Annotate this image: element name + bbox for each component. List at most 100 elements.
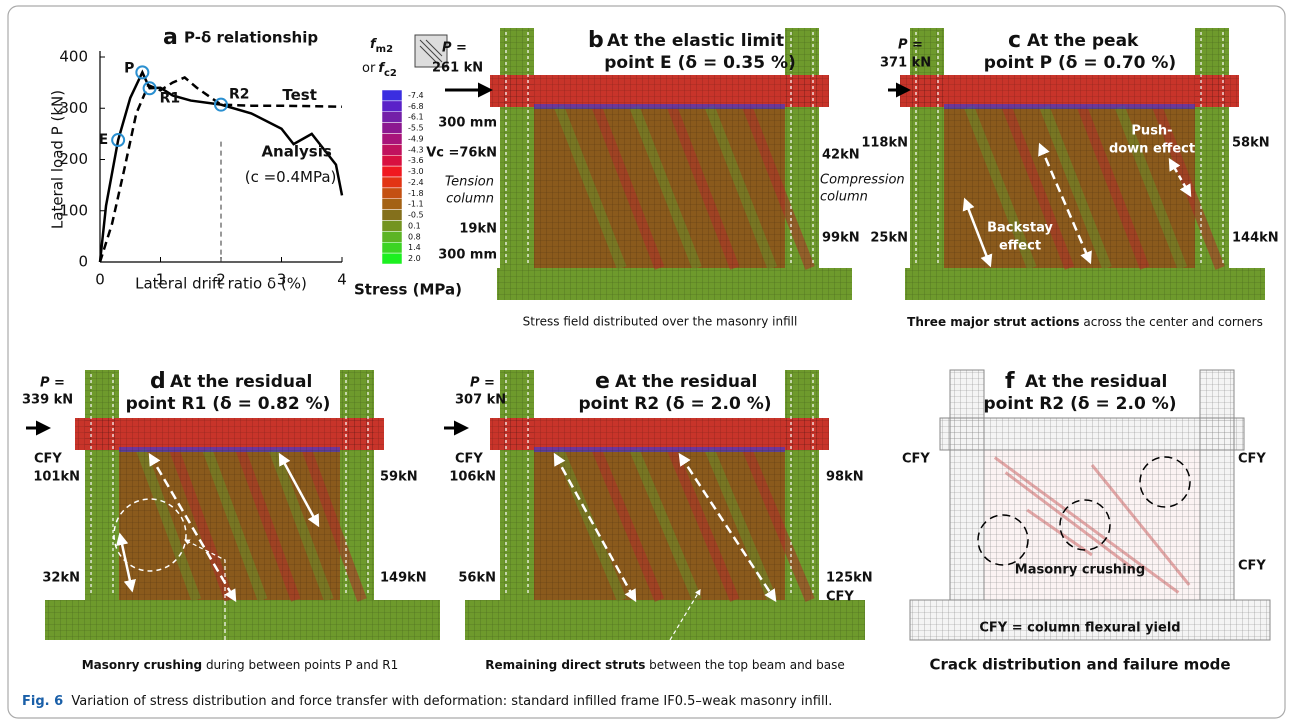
colorbar-label: -1.8 bbox=[408, 189, 424, 198]
panel-letter: f bbox=[1005, 369, 1015, 394]
colorbar-label: -4.9 bbox=[408, 134, 424, 143]
colorbar-label: 1.4 bbox=[408, 243, 421, 252]
colorbar-label: -3.6 bbox=[408, 156, 424, 165]
figure-label: Fig. 6 bbox=[22, 694, 63, 709]
y-tick-label: 400 bbox=[59, 48, 88, 66]
shear-force: 56kN bbox=[458, 571, 496, 586]
shear-force: 149kN bbox=[380, 571, 427, 586]
y-tick-label: 0 bbox=[78, 253, 88, 271]
colorbar-label: -4.3 bbox=[408, 145, 424, 154]
fe-mesh bbox=[905, 268, 1265, 300]
x-tick-label: 0 bbox=[95, 271, 105, 289]
load-label: P = bbox=[470, 376, 495, 391]
shear-force: 19kN bbox=[459, 222, 497, 237]
panel-letter: e bbox=[595, 369, 610, 394]
cfy-label: CFY bbox=[455, 452, 483, 467]
cfy-label: CFY bbox=[1238, 559, 1266, 574]
caption-bold: Masonry crushing bbox=[82, 658, 202, 672]
fe-mesh bbox=[85, 370, 119, 600]
fe-mesh bbox=[465, 600, 865, 640]
panel-letter: c bbox=[1008, 28, 1021, 53]
shear-force: 98kN bbox=[826, 470, 864, 485]
fe-mesh bbox=[984, 450, 1200, 600]
colorbar-label: -6.8 bbox=[408, 102, 424, 111]
point-label: P bbox=[124, 60, 134, 76]
panel-title: point R2 (δ = 2.0 %) bbox=[983, 394, 1176, 414]
shear-force: Vc =76kN bbox=[426, 146, 497, 161]
colorbar-label: 2.0 bbox=[408, 254, 421, 263]
panel-caption: Three major strut actions across the cen… bbox=[907, 315, 1263, 329]
point-label: E bbox=[99, 132, 109, 148]
fe-mesh bbox=[534, 450, 785, 600]
colorbar-swatch bbox=[382, 123, 402, 134]
colorbar-swatch bbox=[382, 188, 402, 199]
effect-label: down effect bbox=[1109, 142, 1195, 157]
shear-force: 106kN bbox=[449, 470, 496, 485]
panel-title: point E (δ = 0.35 %) bbox=[604, 53, 796, 73]
panel-title: At the residual bbox=[1025, 372, 1167, 392]
point-label: R1 bbox=[160, 90, 181, 106]
colorbar-label: -5.5 bbox=[408, 124, 424, 133]
shear-force: 125kN bbox=[826, 571, 873, 586]
annotation: Masonry crushing bbox=[1015, 563, 1145, 578]
fe-mesh bbox=[45, 600, 440, 640]
icon-or: or bbox=[362, 61, 376, 76]
load-value: 261 kN bbox=[432, 61, 483, 76]
load-label: P = bbox=[898, 38, 923, 53]
panel-letter: b bbox=[588, 28, 604, 53]
cfy-label: CFY bbox=[34, 452, 62, 467]
panel-title: At the elastic limit bbox=[607, 31, 784, 51]
figure: aP-δ relationship010020030040001234Later… bbox=[0, 0, 1293, 724]
fe-mesh bbox=[490, 75, 829, 107]
series-label: Test bbox=[282, 86, 317, 104]
shear-force: 25kN bbox=[870, 231, 908, 246]
colorbar-label: -0.5 bbox=[408, 211, 424, 220]
dimension: 300 mm bbox=[438, 116, 497, 131]
column-label: Compression bbox=[820, 173, 905, 188]
caption-text: across the center and corners bbox=[1080, 315, 1263, 329]
fe-mesh bbox=[1200, 370, 1234, 600]
series-label: Analysis bbox=[261, 142, 331, 160]
shear-force: 101kN bbox=[33, 470, 80, 485]
panel-letter: d bbox=[150, 369, 166, 394]
point-label: R2 bbox=[229, 87, 250, 103]
panel-title: At the residual bbox=[615, 372, 757, 392]
load-value: 339 kN bbox=[22, 393, 73, 408]
panel-letter: a bbox=[163, 25, 178, 50]
y-axis-label: Lateral load P (kN) bbox=[49, 90, 67, 229]
colorbar-title: Stress (MPa) bbox=[354, 281, 462, 299]
caption-text: between the top beam and base bbox=[645, 658, 844, 672]
fe-mesh bbox=[785, 370, 819, 600]
panel-title: point R2 (δ = 2.0 %) bbox=[578, 394, 771, 414]
fe-mesh bbox=[940, 418, 1244, 450]
colorbar-swatch bbox=[382, 210, 402, 221]
load-label: P = bbox=[40, 376, 65, 391]
icon-sub: c2 bbox=[384, 68, 397, 79]
colorbar-swatch bbox=[382, 199, 402, 210]
annotation: CFY = column flexural yield bbox=[979, 621, 1180, 636]
cfy-label: CFY bbox=[1238, 452, 1266, 467]
caption-text: during between points P and R1 bbox=[202, 658, 398, 672]
colorbar-swatch bbox=[382, 134, 402, 145]
fe-mesh bbox=[900, 75, 1239, 107]
shear-force: 59kN bbox=[380, 470, 418, 485]
colorbar-label: 0.8 bbox=[408, 232, 421, 241]
colorbar-swatch bbox=[382, 253, 402, 264]
load-label: P = bbox=[442, 41, 467, 56]
fe-mesh bbox=[340, 370, 374, 600]
panel-title: point R1 (δ = 0.82 %) bbox=[126, 394, 331, 414]
colorbar-swatch bbox=[382, 177, 402, 188]
fe-mesh bbox=[119, 450, 340, 600]
caption-bold: Remaining direct struts bbox=[485, 658, 645, 672]
load-value: 307 kN bbox=[455, 393, 506, 408]
shear-force: 42kN bbox=[822, 148, 860, 163]
cfy-label: CFY bbox=[826, 590, 854, 605]
column-label: column bbox=[820, 190, 868, 205]
shear-force: 144kN bbox=[1232, 231, 1279, 246]
panel-title: At the residual bbox=[170, 372, 312, 392]
effect-label: Push- bbox=[1131, 124, 1172, 139]
chart-title: P-δ relationship bbox=[184, 29, 318, 47]
colorbar-swatch bbox=[382, 155, 402, 166]
fe-mesh bbox=[950, 370, 984, 600]
fe-mesh bbox=[497, 268, 852, 300]
